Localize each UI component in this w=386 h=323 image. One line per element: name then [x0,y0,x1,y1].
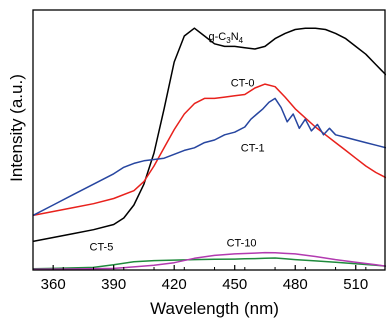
y-axis-title: Intensity (a.u.) [7,74,26,182]
series-line-ct-10 [32,251,386,270]
x-tick-label-420: 420 [162,276,187,293]
series-lines [32,27,386,270]
x-axis-title: Wavelength (nm) [150,299,279,318]
series-line-ct-1 [32,97,386,217]
series-line-g-c3n4 [32,27,386,243]
series-label-ct-1: CT-1 [241,143,265,155]
x-tick-label-360: 360 [41,276,66,293]
series-line-ct-5 [32,257,386,270]
x-axis-ticks: 360 390 420 450 480 510 [32,265,368,293]
series-label-ct-0: CT-0 [231,78,255,90]
x-tick-label-480: 480 [283,276,308,293]
series-labels: g-C3N4 CT-0 CT-1 CT-5 CT-10 [90,31,265,254]
x-tick-label-450: 450 [222,276,247,293]
series-label-ct-5: CT-5 [90,242,114,254]
plot-frame [32,9,386,271]
x-tick-label-390: 390 [101,276,126,293]
series-label-g-c3n4: g-C3N4 [209,31,244,45]
x-tick-label-510: 510 [343,276,368,293]
series-line-ct-0 [32,83,386,217]
series-label-ct-10: CT-10 [227,238,257,250]
